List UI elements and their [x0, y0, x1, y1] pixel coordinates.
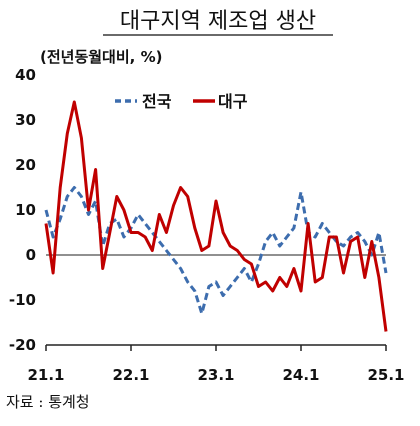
y-axis-ticks: 40 30 20 10 0 -10 -20 [9, 66, 36, 354]
y-tick-label: 0 [26, 246, 36, 264]
y-tick-label: 40 [15, 66, 36, 84]
x-tick-label: 24.1 [282, 366, 319, 384]
y-tick-label: 30 [15, 111, 36, 129]
legend-label: 대구 [218, 92, 248, 111]
y-tick-label: -20 [9, 336, 36, 354]
x-tick-label: 21.1 [27, 366, 64, 384]
x-tick-label: 25.1 [367, 366, 404, 384]
x-tick-label: 23.1 [197, 366, 234, 384]
y-tick-label: 20 [15, 156, 36, 174]
source-note: 자료 : 통계청 [6, 393, 90, 411]
legend-label: 전국 [142, 92, 172, 111]
x-tick-label: 22.1 [112, 366, 149, 384]
chart-title: 대구지역 제조업 생산 [120, 9, 316, 34]
unit-label: (전년동월대비, %) [40, 48, 162, 66]
series-lines [44, 100, 388, 332]
legend: 전국 대구 [115, 92, 248, 111]
y-tick-label: -10 [9, 291, 36, 309]
x-axis: 21.1 22.1 23.1 24.1 25.1 [27, 344, 405, 384]
series-line-national [44, 186, 388, 315]
y-tick-label: 10 [15, 201, 36, 219]
series-line-daegu [44, 100, 388, 332]
